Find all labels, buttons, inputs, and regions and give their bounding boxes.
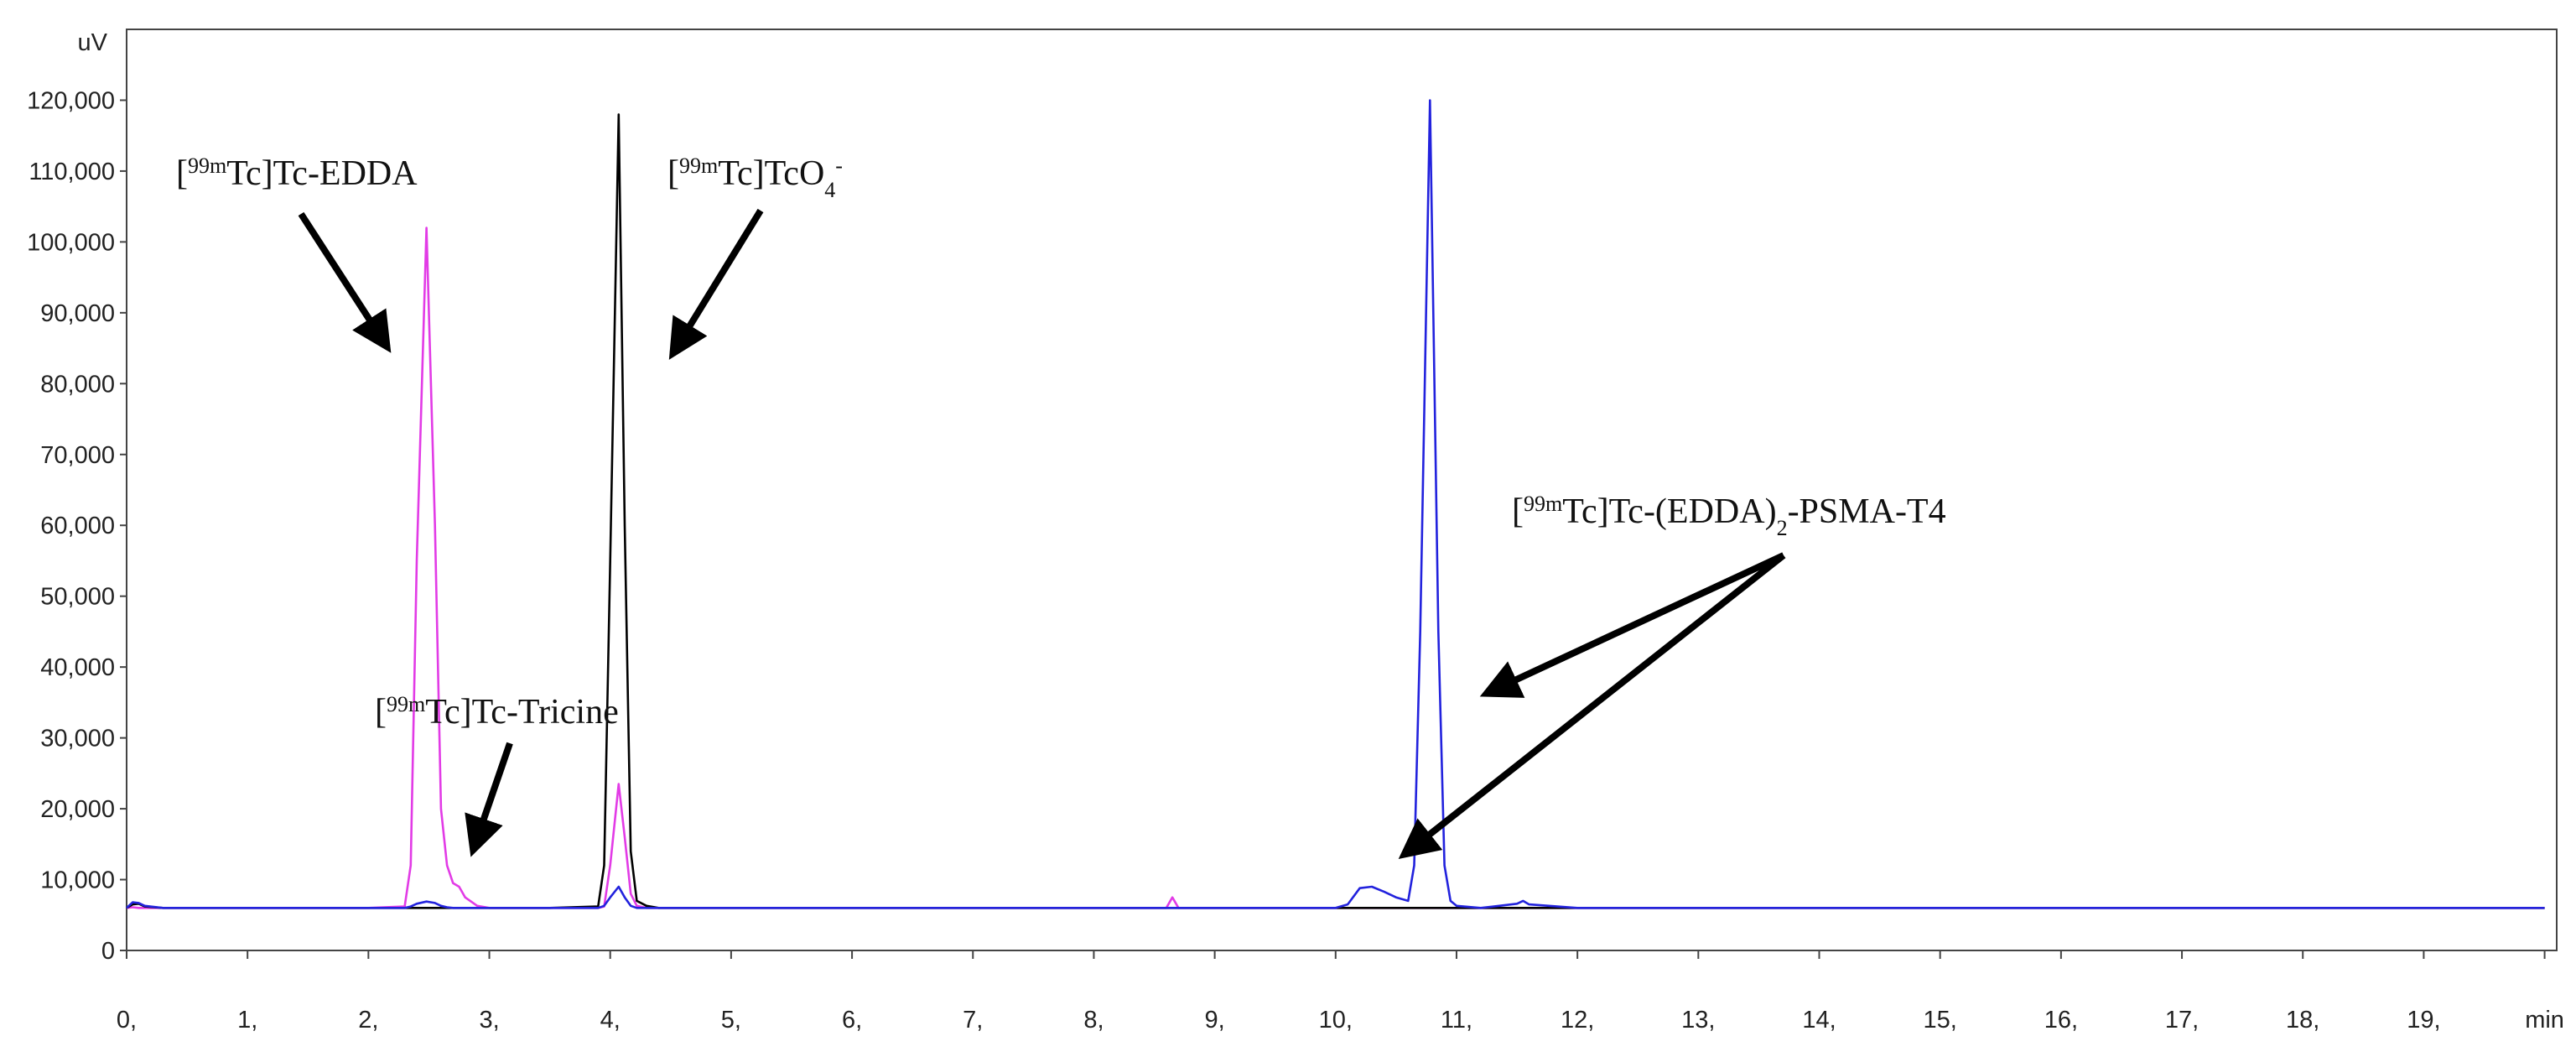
x-tick-label: 9, [1205,1007,1225,1034]
arrow [1398,552,1786,859]
annotation-part: -PSMA-T4 [1788,492,1946,531]
y-tick-label: 110,000 [29,159,115,185]
y-tick-label: 80,000 [40,371,115,398]
arrow [1479,552,1785,698]
annotation: [99mTc]Tc-(EDDA)2-PSMA-T4 [1512,492,1946,540]
chromatogram-trace [126,99,2545,909]
annotation-part: Tc]Tc-(EDDA) [1562,492,1776,531]
x-tick-label: 19, [2407,1007,2440,1034]
x-tick-label: 5, [721,1007,741,1034]
annotation-part: [ [176,154,188,193]
annotation-part: 4 [824,178,835,202]
x-tick-label: 8, [1083,1007,1104,1034]
y-tick-label: 40,000 [40,654,115,681]
x-tick-label: 16, [2044,1007,2078,1034]
annotation-part: 99m [387,692,425,716]
annotation: [99mTc]Tc-Tricine [375,692,619,732]
annotation-part: [ [375,693,387,732]
x-tick-label: 2, [358,1007,378,1034]
y-tick-label: 90,000 [40,300,115,327]
plot-frame [126,29,2558,951]
annotation: [99mTc]TcO4- [667,154,843,202]
x-tick-label: 11, [1441,1007,1472,1034]
x-tick-label: 18, [2286,1007,2319,1034]
y-axis-label: uV [78,29,108,56]
annotation-part: Tc]Tc-Tricine [425,693,619,732]
y-tick-label: 20,000 [40,796,115,823]
x-tick-label: 15, [1924,1007,1957,1034]
annotation-part: - [835,154,843,178]
y-tick-label: 10,000 [40,867,115,894]
y-tick-label: 70,000 [40,442,115,469]
y-tick-label: 0 [101,938,115,965]
arrow [465,742,513,857]
x-tick-label: min [2525,1007,2564,1034]
x-tick-label: 7, [963,1007,983,1034]
annotation-part: 2 [1777,516,1788,540]
plot-area: 0 10,000 20,000 30,000 40,000 50,000 60,000 70,… [27,87,2564,1034]
annotation: [99mTc]Tc-EDDA [176,154,418,194]
x-tick-label: 17, [2165,1007,2199,1034]
annotation-part: [ [667,154,679,193]
annotation-part: Tc]TcO [718,154,824,193]
annotation-part: 99m [679,154,718,178]
annotations: [99mTc]Tc-EDDA [99mTc]TcO4- [99mTc]Tc-Tr… [176,154,1946,859]
arrow [298,211,392,353]
annotation-part: [ [1512,492,1524,531]
arrow [668,208,764,360]
y-tick-label: 100,000 [27,229,115,256]
annotation-part: 99m [188,154,226,178]
x-tick-label: 1, [237,1007,257,1034]
y-tick-label: 60,000 [40,513,115,539]
x-tick-label: 3, [479,1007,499,1034]
annotation-part: 99m [1524,492,1562,516]
chromatogram-trace [126,113,2545,909]
x-tick-label: 10, [1319,1007,1353,1034]
x-tick-label: 6, [842,1007,862,1034]
annotation-part: Tc]Tc-EDDA [226,154,418,193]
x-tick-label: 0, [117,1007,137,1034]
y-tick-label: 50,000 [40,584,115,611]
x-tick-label: 12, [1561,1007,1594,1034]
x-tick-label: 13, [1681,1007,1715,1034]
x-tick-label: 14, [1802,1007,1836,1034]
y-tick-label: 120,000 [27,87,115,114]
y-tick-label: 30,000 [40,726,115,752]
x-tick-label: 4, [600,1007,621,1034]
